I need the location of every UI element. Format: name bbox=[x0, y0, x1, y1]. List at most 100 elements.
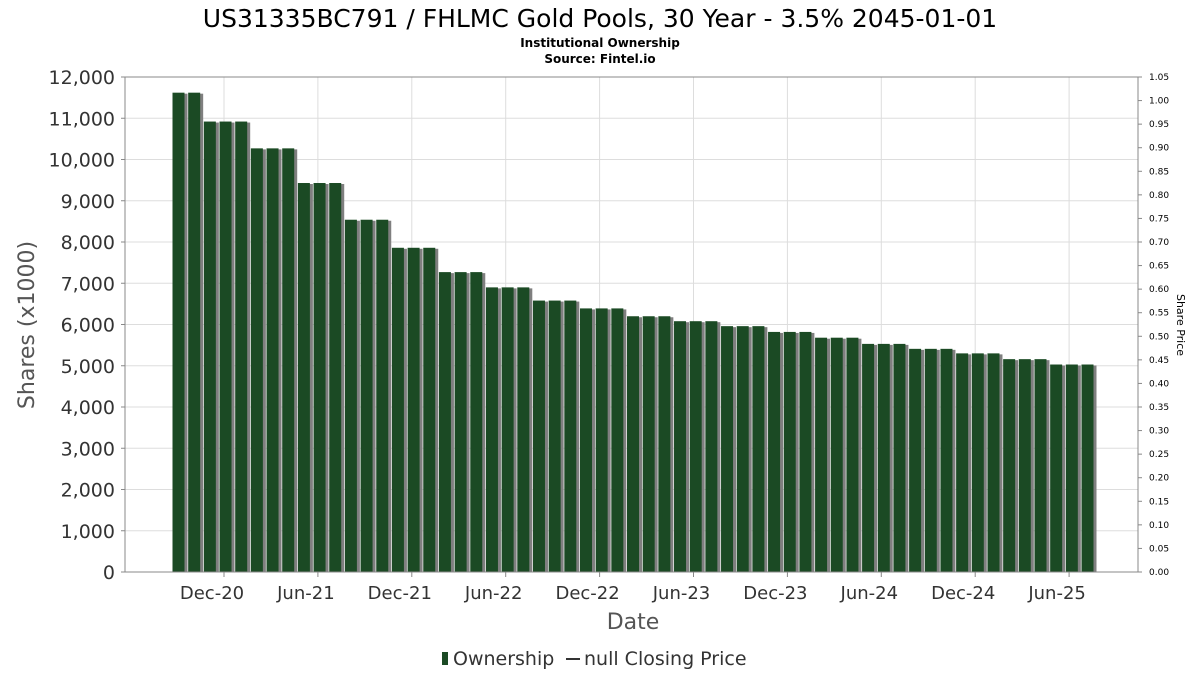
bar bbox=[1003, 359, 1016, 572]
y-tick-label: 8,000 bbox=[61, 232, 115, 254]
bar bbox=[627, 316, 639, 572]
bar bbox=[1050, 364, 1063, 572]
x-axis-label: Date bbox=[607, 610, 660, 635]
x-tick-label: Jun-22 bbox=[464, 583, 523, 604]
y2-axis-ticks: 0.00 0.05 0.10 0.15 0.20 0.25 0.30 0.35 0.40 0.45… bbox=[1138, 73, 1169, 578]
y-tick-label: 6,000 bbox=[61, 315, 115, 337]
bar bbox=[611, 308, 624, 572]
x-tick-label: Dec-23 bbox=[743, 583, 807, 604]
y2-tick-label: 0.85 bbox=[1149, 167, 1169, 177]
bar bbox=[721, 326, 734, 572]
bar bbox=[830, 337, 843, 572]
y2-tick-label: 0.65 bbox=[1149, 262, 1169, 272]
bar bbox=[250, 148, 263, 573]
y-tick-label: 2,000 bbox=[61, 480, 115, 502]
x-axis-ticks: Dec-20 Jun-21 Dec-21 Jun-22 Dec-22 Jun-23 Dec-… bbox=[180, 572, 1086, 604]
bar bbox=[689, 321, 702, 572]
y-tick-label: 11,000 bbox=[49, 108, 115, 130]
bar bbox=[297, 183, 310, 572]
bar bbox=[642, 316, 655, 572]
bar bbox=[407, 247, 420, 572]
bar bbox=[219, 121, 232, 573]
y2-tick-label: 0.25 bbox=[1149, 450, 1169, 460]
y2-tick-label: 0.55 bbox=[1149, 309, 1169, 319]
x-tick-label: Jun-21 bbox=[276, 583, 335, 604]
bar bbox=[517, 287, 530, 572]
bar bbox=[658, 316, 671, 572]
y-tick-label: 0 bbox=[103, 562, 115, 584]
bar bbox=[579, 308, 592, 572]
bar bbox=[924, 348, 937, 572]
bar bbox=[893, 343, 906, 572]
y2-tick-label: 0.10 bbox=[1149, 521, 1169, 531]
bar bbox=[956, 353, 969, 572]
bar bbox=[203, 121, 216, 573]
y2-tick-label: 0.80 bbox=[1149, 191, 1169, 201]
x-tick-label: Jun-23 bbox=[652, 583, 711, 604]
x-tick-label: Dec-22 bbox=[555, 583, 619, 604]
bar bbox=[423, 247, 436, 572]
y-tick-label: 4,000 bbox=[61, 397, 115, 419]
bar bbox=[344, 219, 357, 572]
y2-tick-label: 0.15 bbox=[1149, 497, 1169, 507]
y2-tick-label: 0.50 bbox=[1149, 332, 1169, 342]
bar bbox=[548, 300, 561, 572]
y2-tick-label: 0.40 bbox=[1149, 379, 1169, 389]
bar bbox=[799, 331, 812, 572]
x-tick-label: Jun-25 bbox=[1027, 583, 1086, 604]
bar bbox=[1034, 359, 1047, 572]
chart-source: Source: Fintel.io bbox=[544, 52, 655, 66]
legend-ownership-label: Ownership bbox=[453, 648, 554, 670]
bar bbox=[987, 353, 1000, 572]
y2-tick-label: 0.20 bbox=[1149, 474, 1169, 484]
bar bbox=[768, 331, 781, 572]
bar bbox=[595, 308, 608, 572]
bar bbox=[752, 326, 765, 572]
y-tick-label: 12,000 bbox=[49, 67, 115, 89]
bar bbox=[1018, 359, 1031, 572]
y-axis-label: Shares (x1000) bbox=[15, 241, 40, 409]
x-tick-label: Jun-24 bbox=[840, 583, 899, 604]
bar bbox=[783, 331, 796, 572]
y-axis-ticks: 0 1,000 2,000 3,000 4,000 5,000 6,000 7,000 8,00… bbox=[49, 67, 125, 584]
chart-subtitle: Institutional Ownership bbox=[520, 36, 680, 50]
y2-tick-label: 0.90 bbox=[1149, 144, 1169, 154]
bar bbox=[1065, 364, 1078, 572]
x-tick-label: Dec-24 bbox=[931, 583, 995, 604]
bar bbox=[329, 183, 342, 572]
y2-tick-label: 0.75 bbox=[1149, 214, 1169, 224]
chart-title: US31335BC791 / FHLMC Gold Pools, 30 Year… bbox=[203, 4, 997, 33]
y2-tick-label: 0.70 bbox=[1149, 238, 1169, 248]
bar bbox=[438, 272, 451, 572]
y2-tick-label: 0.05 bbox=[1149, 544, 1169, 554]
bar bbox=[376, 219, 389, 572]
bar bbox=[846, 337, 859, 572]
bar bbox=[391, 247, 404, 572]
y-tick-label: 5,000 bbox=[61, 356, 115, 378]
bar bbox=[877, 343, 890, 572]
bar bbox=[501, 287, 514, 572]
bar bbox=[266, 148, 279, 573]
bar bbox=[313, 183, 326, 572]
y-tick-label: 3,000 bbox=[61, 438, 115, 460]
bar-series-ownership bbox=[172, 92, 1097, 573]
legend-closing-price-label: null Closing Price bbox=[584, 648, 747, 670]
y2-axis-label: Share Price bbox=[1174, 294, 1187, 356]
bar bbox=[532, 300, 545, 572]
bar bbox=[564, 300, 577, 572]
y2-tick-label: 0.45 bbox=[1149, 356, 1169, 366]
bar bbox=[674, 321, 687, 572]
bar bbox=[862, 343, 875, 572]
y2-tick-label: 0.95 bbox=[1149, 120, 1169, 130]
bar bbox=[235, 121, 248, 573]
legend-ownership-swatch bbox=[442, 652, 448, 665]
bar bbox=[705, 321, 718, 572]
bar bbox=[360, 219, 373, 572]
bar bbox=[1081, 364, 1094, 572]
y-tick-label: 10,000 bbox=[49, 150, 115, 172]
bar bbox=[172, 92, 185, 573]
bar bbox=[940, 348, 953, 572]
x-tick-label: Dec-21 bbox=[368, 583, 432, 604]
bar bbox=[736, 326, 749, 572]
bar bbox=[454, 272, 467, 572]
